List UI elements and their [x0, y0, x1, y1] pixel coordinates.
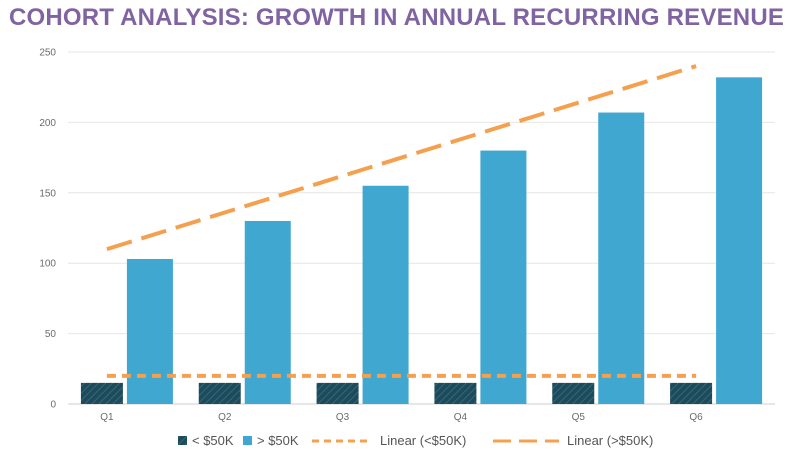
bar-under-50k	[198, 382, 241, 404]
bar-over-50k	[598, 112, 645, 404]
legend-label-under-50k: < $50K	[192, 433, 234, 448]
y-tick-label: 100	[39, 259, 56, 270]
x-tick-label: Q5	[572, 412, 586, 423]
x-tick-label: Q3	[336, 412, 350, 423]
x-tick-label: Q1	[100, 412, 114, 423]
chart-title: COHORT ANALYSIS: GROWTH IN ANNUAL RECURR…	[8, 4, 785, 31]
bar-under-50k	[316, 382, 359, 404]
bar-over-50k	[480, 150, 527, 404]
legend-label-over-50k: > $50K	[257, 433, 299, 448]
trendline-over-50k	[106, 64, 697, 252]
y-tick-label: 50	[45, 329, 57, 340]
legend: < $50K > $50K Linear (<$50K) Linear (>$50K)	[178, 433, 653, 448]
bar-under-50k	[670, 382, 713, 404]
x-tick-label: Q4	[454, 412, 468, 423]
bar-over-50k	[362, 185, 409, 404]
y-axis: 0 50 100 150 200 250	[39, 48, 56, 411]
x-tick-label: Q2	[218, 412, 232, 423]
y-tick-label: 150	[39, 188, 56, 199]
bar-over-50k	[126, 258, 173, 404]
bar-under-50k	[434, 382, 477, 404]
trendlines	[106, 64, 697, 378]
legend-label-linear-under-50k: Linear (<$50K)	[380, 433, 466, 448]
x-axis: Q1 Q2 Q3 Q4 Q5 Q6	[100, 412, 703, 423]
bar-under-50k	[552, 382, 595, 404]
y-tick-label: 0	[50, 400, 56, 411]
legend-swatch-under-50k	[178, 436, 187, 445]
y-tick-label: 200	[39, 118, 56, 129]
legend-swatch-over-50k	[243, 436, 252, 445]
x-tick-label: Q6	[689, 412, 703, 423]
gridlines	[68, 51, 775, 405]
legend-label-linear-over-50k: Linear (>$50K)	[567, 433, 653, 448]
bar-over-50k	[716, 77, 763, 405]
bar-over-50k	[244, 220, 291, 404]
y-tick-label: 250	[39, 48, 56, 59]
bars	[80, 77, 763, 405]
bar-under-50k	[80, 382, 123, 404]
